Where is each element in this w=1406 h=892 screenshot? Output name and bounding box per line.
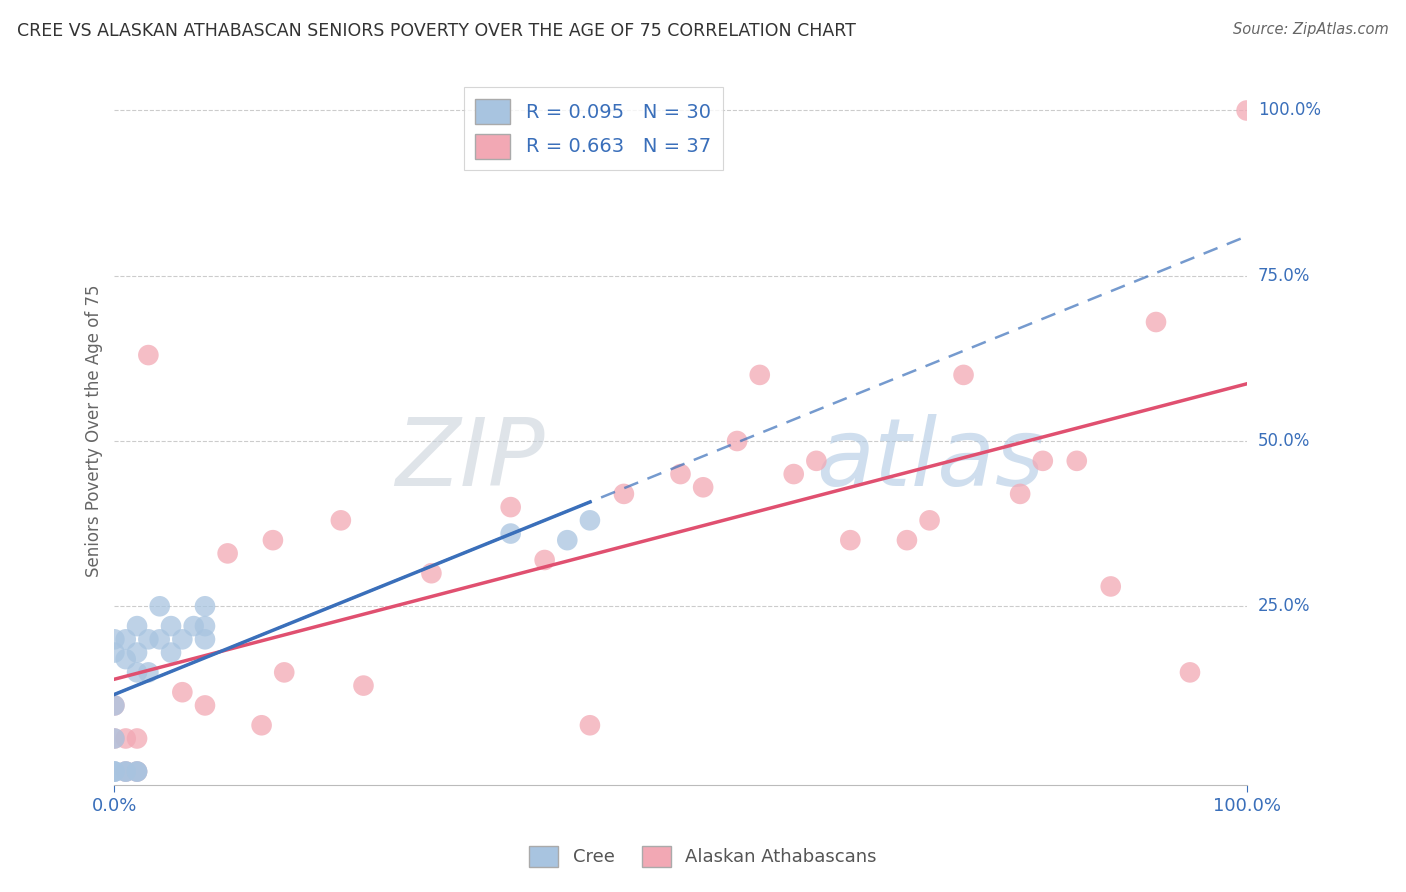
Point xyxy=(725,434,748,448)
Point xyxy=(748,368,770,382)
Point xyxy=(250,718,273,732)
Point xyxy=(806,454,828,468)
Point xyxy=(579,718,602,732)
Point xyxy=(103,731,125,746)
Point xyxy=(125,731,148,746)
Point xyxy=(262,533,284,548)
Text: 75.0%: 75.0% xyxy=(1258,267,1310,285)
Point xyxy=(160,646,183,660)
Point xyxy=(194,619,217,633)
Point xyxy=(138,348,160,362)
Point xyxy=(114,764,136,779)
Point xyxy=(125,764,148,779)
Point xyxy=(103,698,125,713)
Text: Source: ZipAtlas.com: Source: ZipAtlas.com xyxy=(1233,22,1389,37)
Point xyxy=(692,480,714,494)
Point xyxy=(555,533,578,548)
Legend: R = 0.095   N = 30, R = 0.663   N = 37: R = 0.095 N = 30, R = 0.663 N = 37 xyxy=(464,87,723,170)
Point xyxy=(273,665,295,680)
Point xyxy=(114,764,136,779)
Point xyxy=(149,599,172,614)
Point xyxy=(125,665,148,680)
Point xyxy=(114,764,136,779)
Text: 50.0%: 50.0% xyxy=(1258,432,1310,450)
Point xyxy=(103,646,125,660)
Point xyxy=(1178,665,1201,680)
Point xyxy=(138,632,160,647)
Point xyxy=(172,685,194,699)
Point xyxy=(420,566,443,581)
Text: ZIP: ZIP xyxy=(395,414,544,505)
Point xyxy=(783,467,806,481)
Point xyxy=(103,731,125,746)
Point xyxy=(579,513,602,527)
Point xyxy=(669,467,692,481)
Point xyxy=(149,632,172,647)
Text: 100.0%: 100.0% xyxy=(1258,102,1320,120)
Y-axis label: Seniors Poverty Over the Age of 75: Seniors Poverty Over the Age of 75 xyxy=(86,285,103,577)
Text: atlas: atlas xyxy=(817,414,1045,505)
Point xyxy=(114,652,136,666)
Point xyxy=(172,632,194,647)
Point xyxy=(353,679,375,693)
Point xyxy=(952,368,974,382)
Point xyxy=(194,698,217,713)
Point xyxy=(1032,454,1054,468)
Point xyxy=(1010,487,1032,501)
Point xyxy=(114,731,136,746)
Point xyxy=(839,533,862,548)
Point xyxy=(114,632,136,647)
Point xyxy=(103,632,125,647)
Point xyxy=(533,553,555,567)
Point xyxy=(499,500,522,515)
Point xyxy=(329,513,352,527)
Legend: Cree, Alaskan Athabascans: Cree, Alaskan Athabascans xyxy=(522,838,884,874)
Point xyxy=(1099,579,1122,593)
Point xyxy=(125,764,148,779)
Point xyxy=(103,764,125,779)
Point xyxy=(896,533,918,548)
Point xyxy=(918,513,941,527)
Point xyxy=(103,764,125,779)
Point xyxy=(125,764,148,779)
Text: CREE VS ALASKAN ATHABASCAN SENIORS POVERTY OVER THE AGE OF 75 CORRELATION CHART: CREE VS ALASKAN ATHABASCAN SENIORS POVER… xyxy=(17,22,856,40)
Point xyxy=(499,526,522,541)
Point xyxy=(125,646,148,660)
Point xyxy=(138,665,160,680)
Point xyxy=(103,698,125,713)
Point xyxy=(1066,454,1088,468)
Point xyxy=(613,487,636,501)
Point xyxy=(1144,315,1167,329)
Text: 25.0%: 25.0% xyxy=(1258,598,1310,615)
Point xyxy=(103,764,125,779)
Point xyxy=(160,619,183,633)
Point xyxy=(183,619,205,633)
Point xyxy=(217,546,239,560)
Point xyxy=(194,632,217,647)
Point xyxy=(125,619,148,633)
Point xyxy=(1236,103,1258,118)
Point xyxy=(194,599,217,614)
